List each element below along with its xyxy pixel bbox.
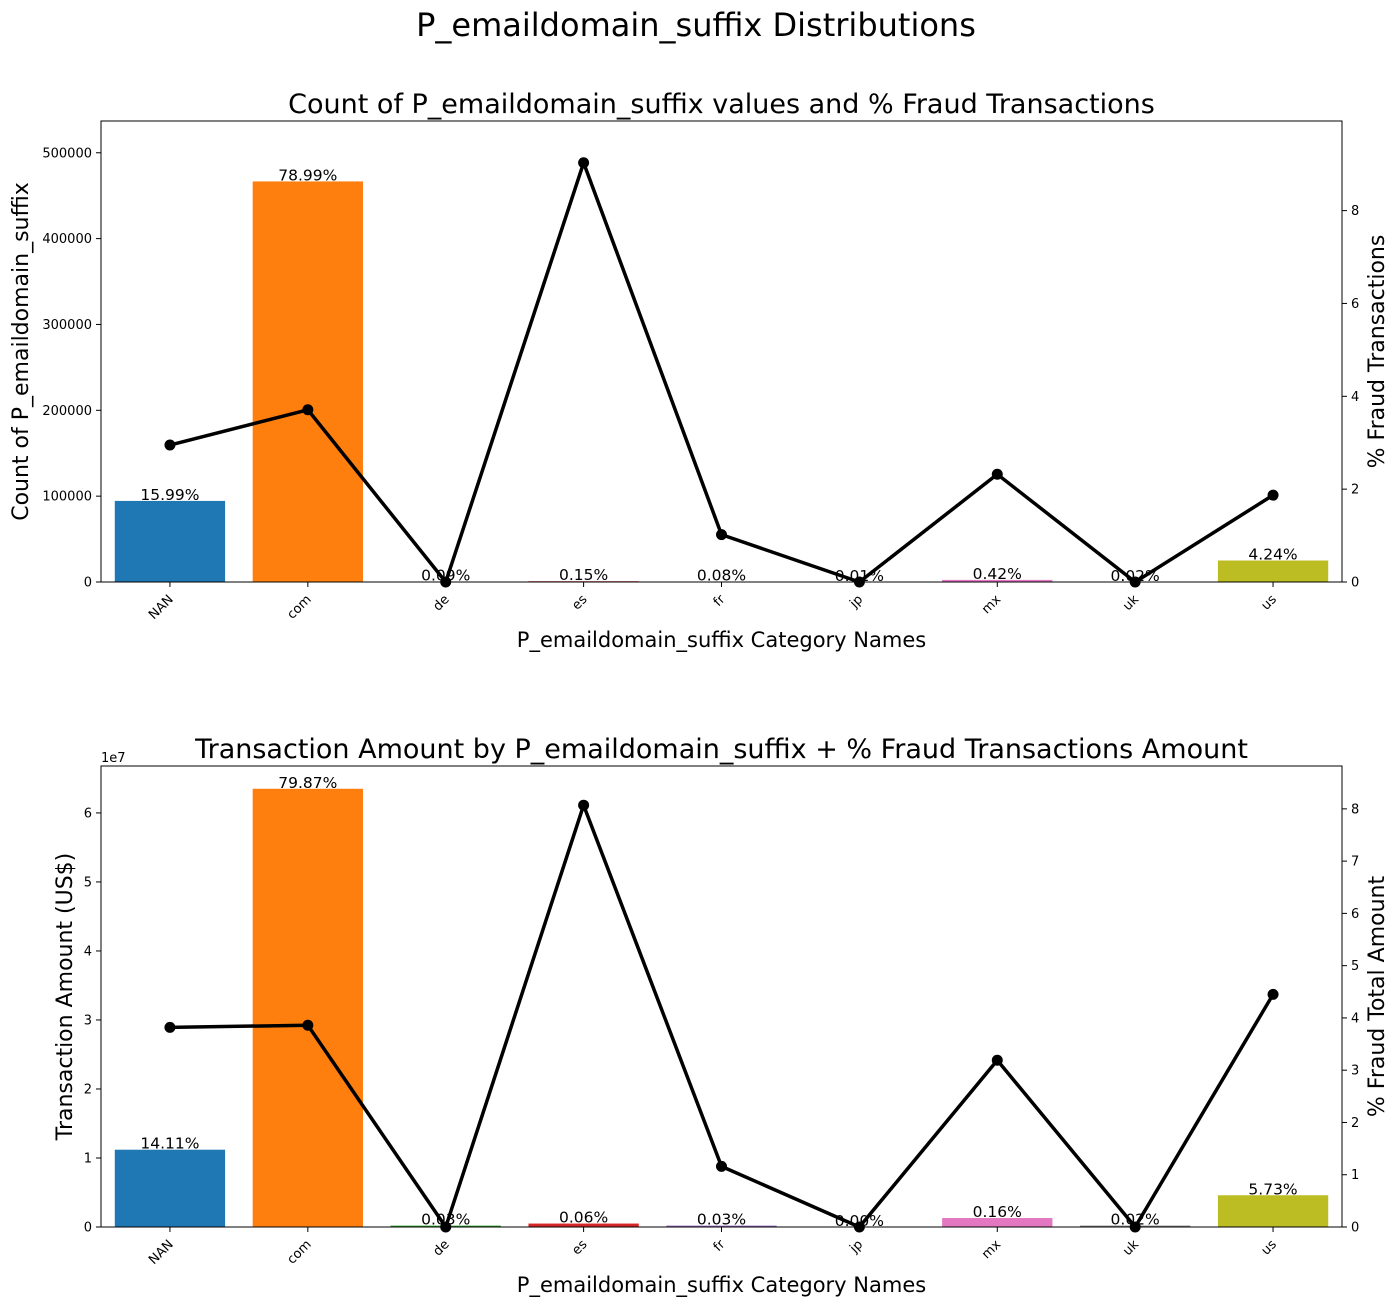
bar-label-de: 0.03% — [421, 1211, 470, 1229]
bar-label-NAN: 14.11% — [140, 1135, 199, 1153]
x-tick-label-de: de — [430, 592, 452, 614]
y-tick-label: 500000 — [42, 146, 92, 161]
fraud-point-es — [578, 799, 590, 811]
fraud-point-mx — [991, 468, 1003, 480]
y-tick-label: 0 — [84, 1221, 92, 1236]
y2-tick-label: 1 — [1351, 1168, 1359, 1183]
bar-NAN — [114, 500, 226, 582]
y-tick-label: 0 — [84, 576, 92, 591]
bar-label-com: 78.99% — [278, 166, 337, 184]
bar-label-es: 0.15% — [559, 566, 608, 584]
x-axis-label: P_emaildomain_suffix Category Names — [517, 628, 926, 653]
x-tick-label-NAN: NAN — [146, 1237, 177, 1268]
fraud-point-us — [1267, 489, 1279, 501]
fraud-point-fr — [716, 529, 727, 541]
x-tick-label-uk: uk — [1120, 1237, 1142, 1259]
y-tick-label: 200000 — [42, 404, 92, 419]
y-offset-label: 1e7 — [101, 751, 126, 766]
y-tick-label: 400000 — [42, 232, 92, 247]
y2-tick-label: 0 — [1351, 576, 1359, 591]
y2-tick-label: 7 — [1351, 855, 1359, 870]
bar-label-jp: 0.00% — [835, 1212, 884, 1230]
y-tick-label: 4 — [84, 944, 92, 959]
bar-label-mx: 0.16% — [973, 1203, 1022, 1221]
bar-label-uk: 0.02% — [1111, 1211, 1160, 1229]
y-tick-label: 5 — [84, 875, 92, 890]
y2-tick-label: 6 — [1351, 297, 1359, 312]
x-tick-label-us: us — [1259, 1237, 1280, 1258]
bar-com — [252, 181, 363, 582]
bar-mx — [942, 579, 1053, 582]
bar-label-es: 0.06% — [559, 1209, 608, 1227]
x-tick-label-es: es — [569, 1237, 590, 1258]
x-tick-label-mx: mx — [979, 592, 1004, 617]
x-tick-label-es: es — [569, 592, 590, 613]
y2-tick-label: 4 — [1351, 390, 1359, 405]
y2-axis-label: % Fraud Total Amount — [1365, 876, 1390, 1118]
x-tick-label-us: us — [1259, 592, 1280, 613]
chart-2: Transaction Amount by P_emaildomain_suff… — [53, 734, 1390, 1298]
bar-NAN — [114, 1149, 226, 1227]
y2-tick-label: 4 — [1351, 1011, 1359, 1026]
y-tick-label: 3 — [84, 1013, 92, 1028]
x-tick-label-com: com — [284, 1237, 314, 1267]
y-tick-label: 2 — [84, 1082, 92, 1097]
y2-tick-label: 2 — [1351, 1116, 1359, 1131]
fraud-point-com — [302, 1019, 314, 1031]
chart-title: Transaction Amount by P_emaildomain_suff… — [194, 734, 1248, 765]
x-tick-label-fr: fr — [711, 592, 729, 610]
y2-tick-label: 0 — [1351, 1221, 1359, 1236]
fraud-point-NAN — [164, 1021, 176, 1033]
bar-label-de: 0.09% — [421, 567, 470, 585]
y2-tick-label: 3 — [1351, 1064, 1359, 1079]
x-tick-label-de: de — [430, 1237, 452, 1259]
fraud-point-fr — [716, 1160, 727, 1172]
y2-tick-label: 6 — [1351, 907, 1359, 922]
fraud-point-NAN — [164, 439, 176, 451]
bar-label-us: 4.24% — [1248, 545, 1297, 563]
bar-label-us: 5.73% — [1248, 1180, 1297, 1198]
bar-es — [528, 1223, 639, 1227]
y2-axis-label: % Fraud Transactions — [1365, 235, 1390, 469]
x-tick-label-jp: jp — [847, 1237, 867, 1257]
bar-us — [1217, 560, 1329, 582]
bar-label-mx: 0.42% — [973, 565, 1022, 583]
bar-us — [1217, 1195, 1329, 1227]
bar-mx — [942, 1218, 1053, 1227]
y-tick-label: 6 — [84, 806, 92, 821]
x-tick-label-mx: mx — [979, 1237, 1004, 1262]
bar-label-fr: 0.03% — [697, 1211, 746, 1229]
y-tick-label: 300000 — [42, 318, 92, 333]
y-axis-label: Count of P_emaildomain_suffix — [9, 182, 34, 521]
figure-suptitle: P_emaildomain_suffix Distributions — [416, 6, 976, 44]
fraud-point-es — [578, 157, 590, 169]
y-tick-label: 1 — [84, 1151, 92, 1166]
y-tick-label: 100000 — [42, 490, 92, 505]
chart-title: Count of P_emaildomain_suffix values and… — [288, 89, 1155, 120]
bar-label-com: 79.87% — [278, 774, 337, 792]
bar-label-fr: 0.08% — [697, 567, 746, 585]
fraud-point-com — [302, 404, 314, 416]
fraud-point-us — [1267, 988, 1279, 1000]
bar-fr — [666, 1225, 777, 1227]
x-tick-label-jp: jp — [847, 592, 867, 612]
bar-label-NAN: 15.99% — [140, 486, 199, 504]
x-tick-label-com: com — [284, 592, 314, 622]
y2-tick-label: 5 — [1351, 959, 1359, 974]
y2-tick-label: 8 — [1351, 204, 1359, 219]
y-axis-label: Transaction Amount (US$) — [53, 853, 78, 1142]
y2-tick-label: 8 — [1351, 802, 1359, 817]
x-tick-label-NAN: NAN — [146, 592, 177, 623]
y2-tick-label: 2 — [1351, 483, 1359, 498]
x-tick-label-fr: fr — [711, 1237, 729, 1255]
bar-com — [252, 788, 363, 1227]
chart-1: Count of P_emaildomain_suffix values and… — [9, 89, 1390, 653]
fraud-point-mx — [991, 1054, 1003, 1066]
x-axis-label: P_emaildomain_suffix Category Names — [517, 1273, 926, 1298]
x-tick-label-uk: uk — [1120, 592, 1142, 614]
